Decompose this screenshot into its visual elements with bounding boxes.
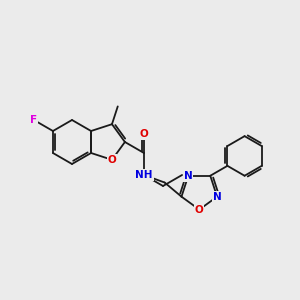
Text: N: N (184, 171, 193, 181)
Text: O: O (140, 129, 148, 139)
Text: O: O (108, 155, 116, 165)
Text: F: F (30, 115, 38, 125)
Text: O: O (195, 205, 204, 214)
Text: N: N (213, 192, 221, 202)
Text: NH: NH (135, 170, 153, 180)
